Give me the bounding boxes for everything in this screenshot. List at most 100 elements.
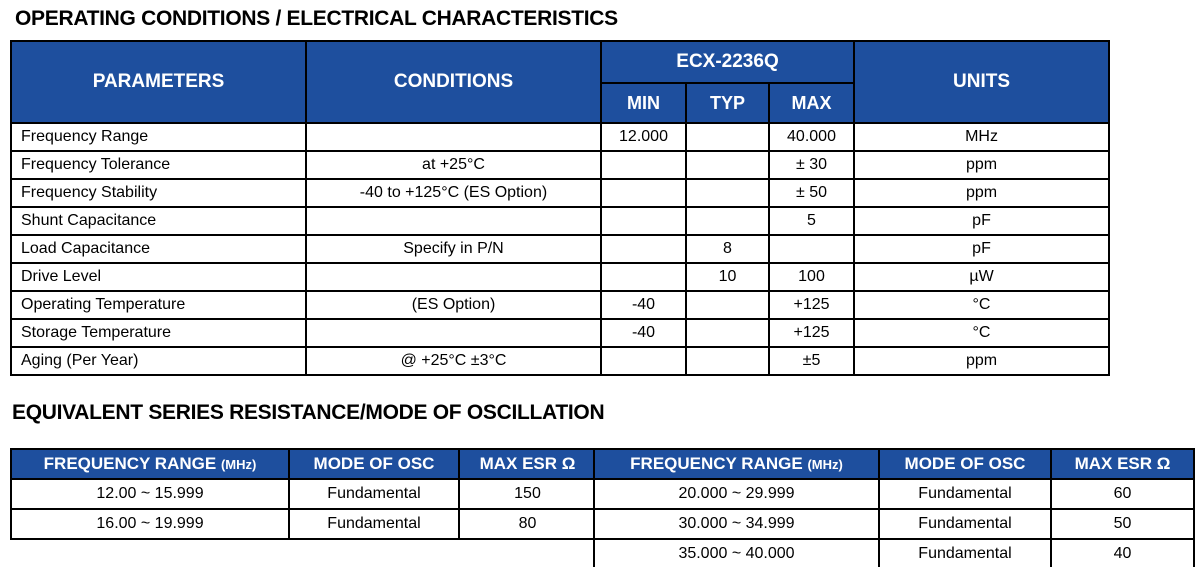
header-row-minmax: MIN TYP MAX — [11, 82, 1109, 124]
cell-max: +125 — [767, 318, 856, 348]
cell-typ: 10 — [685, 262, 770, 292]
header-row-top: PARAMETERS CONDITIONS ECX-2236Q UNITS — [10, 40, 1111, 124]
cell-max: 5 — [767, 206, 856, 236]
cell-typ — [685, 122, 770, 152]
section-title-esr: EQUIVALENT SERIES RESISTANCE/MODE OF OSC… — [12, 401, 605, 424]
cell-units: MHz — [853, 122, 1111, 152]
cell-parameter: Operating Temperature — [10, 290, 307, 320]
cell-min: -40 — [600, 290, 687, 320]
cell-esr: 60 — [1050, 478, 1195, 510]
table-row: Shunt Capacitance 5 pF — [10, 206, 1111, 236]
table-row: Load Capacitance Specify in P/N 8 pF — [10, 234, 1111, 264]
cell-frequency-range: 16.00 ~ 19.999 — [10, 508, 290, 540]
col-header-conditions: CONDITIONS — [305, 40, 602, 124]
table-row: 35.000 ~ 40.000 Fundamental 40 — [593, 538, 1195, 567]
table-row: Aging (Per Year) @ +25°C ±3°C ±5 ppm — [10, 346, 1111, 376]
cell-min — [600, 346, 687, 376]
col-header-typ: TYP — [685, 82, 770, 124]
table-row: Frequency Stability -40 to +125°C (ES Op… — [10, 178, 1111, 208]
cell-condition: @ +25°C ±3°C — [305, 346, 602, 376]
cell-mode: Fundamental — [288, 478, 460, 510]
cell-max: 40.000 — [767, 122, 856, 152]
cell-min — [600, 234, 687, 264]
cell-mode: Fundamental — [288, 508, 460, 540]
cell-parameter: Drive Level — [10, 262, 307, 292]
cell-parameter: Storage Temperature — [10, 318, 307, 348]
cell-esr: 50 — [1050, 508, 1195, 540]
cell-typ — [685, 206, 770, 236]
cell-typ — [685, 178, 770, 208]
cell-frequency-range: 12.00 ~ 15.999 — [10, 478, 290, 510]
cell-parameter: Frequency Stability — [10, 178, 307, 208]
esr-table-right: FREQUENCY RANGE (MHz) MODE OF OSC MAX ES… — [593, 448, 1195, 567]
cell-min: 12.000 — [600, 122, 687, 152]
cell-max: ± 50 — [767, 178, 856, 208]
cell-min — [600, 178, 687, 208]
cell-min — [600, 206, 687, 236]
cell-max: ± 30 — [767, 150, 856, 180]
cell-condition — [305, 318, 602, 348]
cell-units: ppm — [853, 346, 1111, 376]
cell-parameter: Frequency Range — [10, 122, 307, 152]
cell-typ — [685, 150, 770, 180]
cell-condition: (ES Option) — [305, 290, 602, 320]
col-header-units: UNITS — [853, 40, 1111, 124]
electrical-characteristics-table: PARAMETERS CONDITIONS ECX-2236Q UNITS MI… — [10, 40, 1111, 376]
table-row: Operating Temperature (ES Option) -40 +1… — [10, 290, 1111, 320]
cell-condition — [305, 122, 602, 152]
col-header-min: MIN — [600, 82, 687, 124]
table-row: 16.00 ~ 19.999 Fundamental 80 — [10, 508, 597, 540]
cell-units: ppm — [853, 150, 1111, 180]
header-row: FREQUENCY RANGE (MHz) MODE OF OSC MAX ES… — [593, 448, 1195, 480]
cell-units: pF — [853, 234, 1111, 264]
cell-frequency-range: 20.000 ~ 29.999 — [593, 478, 880, 510]
cell-max: ±5 — [767, 346, 856, 376]
cell-frequency-range: 35.000 ~ 40.000 — [593, 538, 880, 567]
cell-typ: 8 — [685, 234, 770, 264]
col-header-max: MAX — [767, 82, 856, 124]
cell-parameter: Aging (Per Year) — [10, 346, 307, 376]
col-header-mode-of-osc: MODE OF OSC — [288, 448, 460, 480]
cell-min: -40 — [600, 318, 687, 348]
cell-frequency-range: 30.000 ~ 34.999 — [593, 508, 880, 540]
col-header-parameters: PARAMETERS — [10, 40, 307, 124]
cell-condition: -40 to +125°C (ES Option) — [305, 178, 602, 208]
frequency-range-unit-label: (MHz) — [807, 457, 843, 472]
col-header-mode-of-osc: MODE OF OSC — [878, 448, 1052, 480]
col-header-max-esr: MAX ESR Ω — [458, 448, 597, 480]
cell-parameter: Load Capacitance — [10, 234, 307, 264]
cell-min — [600, 150, 687, 180]
cell-units: pF — [853, 206, 1111, 236]
table-row: Storage Temperature -40 +125 °C — [10, 318, 1111, 348]
electrical-table-header: PARAMETERS CONDITIONS ECX-2236Q UNITS MI… — [10, 40, 1111, 124]
section-title-operating-conditions: OPERATING CONDITIONS / ELECTRICAL CHARAC… — [15, 7, 618, 30]
col-header-max-esr: MAX ESR Ω — [1050, 448, 1195, 480]
cell-mode: Fundamental — [878, 508, 1052, 540]
cell-parameter: Frequency Tolerance — [10, 150, 307, 180]
cell-mode: Fundamental — [878, 538, 1052, 567]
cell-esr: 40 — [1050, 538, 1195, 567]
cell-condition — [305, 262, 602, 292]
cell-max: 100 — [767, 262, 856, 292]
esr-left-header: FREQUENCY RANGE (MHz) MODE OF OSC MAX ES… — [10, 448, 597, 480]
cell-parameter: Shunt Capacitance — [10, 206, 307, 236]
esr-table-left: FREQUENCY RANGE (MHz) MODE OF OSC MAX ES… — [10, 448, 597, 540]
cell-typ — [685, 346, 770, 376]
frequency-range-unit-label: (MHz) — [220, 457, 257, 472]
table-row: Frequency Range 12.000 40.000 MHz — [10, 122, 1111, 152]
frequency-range-label: FREQUENCY RANGE — [630, 454, 803, 473]
cell-condition: Specify in P/N — [305, 234, 602, 264]
cell-mode: Fundamental — [878, 478, 1052, 510]
col-header-frequency-range: FREQUENCY RANGE (MHz) — [593, 448, 880, 480]
frequency-range-label: FREQUENCY RANGE — [43, 454, 217, 473]
esr-right-header: FREQUENCY RANGE (MHz) MODE OF OSC MAX ES… — [593, 448, 1195, 480]
cell-typ — [685, 318, 770, 348]
cell-min — [600, 262, 687, 292]
table-row: 30.000 ~ 34.999 Fundamental 50 — [593, 508, 1195, 540]
cell-units: °C — [853, 290, 1111, 320]
cell-max: +125 — [767, 290, 856, 320]
table-row: 12.00 ~ 15.999 Fundamental 150 — [10, 478, 597, 510]
table-row: Drive Level 10 100 µW — [10, 262, 1111, 292]
cell-max — [767, 234, 856, 264]
